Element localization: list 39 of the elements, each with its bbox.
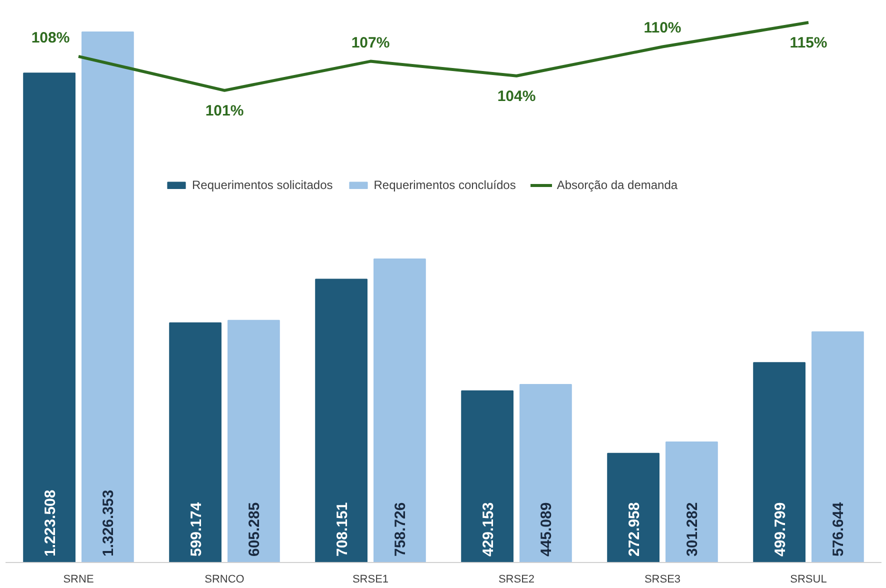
data-label: 108% <box>31 29 70 46</box>
x-tick-label: SRNCO <box>204 574 245 586</box>
data-label: 115% <box>790 34 828 52</box>
bar <box>228 320 280 562</box>
data-label: 272.958 <box>626 502 643 556</box>
data-label: 708.151 <box>334 502 351 556</box>
bar <box>23 72 76 562</box>
data-label: 445.089 <box>538 502 556 556</box>
bar <box>82 32 134 562</box>
x-tick-label: SRNE <box>63 574 94 586</box>
data-label: 110% <box>644 20 682 37</box>
bar <box>607 452 660 562</box>
bar <box>374 258 426 562</box>
data-label: 101% <box>205 102 244 120</box>
x-tick-label: SRSE3 <box>644 574 681 586</box>
bar <box>812 331 864 562</box>
bar <box>666 442 718 562</box>
x-tick-label: SRSUL <box>790 574 827 586</box>
x-tick-label: SRSE1 <box>352 574 389 586</box>
x-tick-label: SRSE2 <box>498 574 535 586</box>
bar <box>315 278 368 562</box>
data-label: 605.285 <box>246 502 264 556</box>
bar <box>169 322 222 562</box>
data-label: 576.644 <box>830 502 848 556</box>
data-label: 599.174 <box>188 502 205 556</box>
data-label: 104% <box>497 88 536 105</box>
legend-label: Requerimentos concluídos <box>374 178 516 192</box>
data-label: 1.223.508 <box>42 490 59 556</box>
bar <box>461 390 514 562</box>
legend-label: Absorção da demanda <box>556 178 678 192</box>
data-label: 1.326.353 <box>100 490 118 556</box>
data-label: 301.282 <box>684 502 702 556</box>
data-label: 758.726 <box>392 502 410 556</box>
data-label: 107% <box>351 34 390 52</box>
bar <box>520 384 572 562</box>
legend-label: Requerimentos solicitados <box>192 178 333 192</box>
data-label: 499.799 <box>772 502 789 556</box>
bar <box>753 362 806 562</box>
data-label: 429.153 <box>480 502 497 556</box>
